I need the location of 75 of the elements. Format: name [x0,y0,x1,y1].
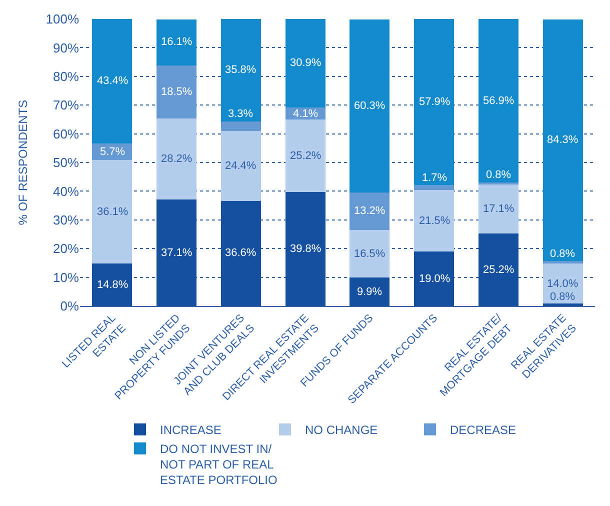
legend-label: NO CHANGE [305,423,378,438]
data-label: 16.1% [161,36,192,48]
bar [414,190,454,252]
data-label: 43.4% [97,75,128,87]
data-label: 37.1% [161,247,192,259]
bar [414,251,454,306]
data-label: 18.5% [161,86,192,98]
data-label: 19.0% [419,273,450,285]
y-tick-label: 90% [52,40,80,56]
data-label: 0.8% [486,169,512,181]
legend-label: DO NOT INVEST IN/ NOT PART OF REAL ESTATE PORTFOLIO [160,442,278,488]
bar [220,130,261,201]
y-tick-label: 80% [52,68,80,84]
bar [220,200,261,306]
bar [542,261,583,264]
bar [350,230,390,278]
y-tick-label: 70% [52,98,80,113]
data-label: 24.4% [225,160,256,172]
y-tick-label: 60% [52,126,80,142]
data-label: 14.8% [97,279,128,291]
data-label: 25.2% [290,150,322,162]
data-label: 0.8% [550,291,576,303]
y-tick-label: 40% [52,184,80,199]
data-label: 57.9% [419,96,450,108]
bar [350,192,390,230]
data-label: 14.0% [547,278,578,290]
data-label: 1.7% [422,172,448,184]
bar [350,19,390,192]
data-label: 21.5% [419,215,450,227]
y-tick-label: 100% [46,12,80,27]
bar [478,234,518,306]
data-label: 16.5% [354,248,386,260]
data-label: 4.1% [293,108,318,120]
y-tick-label: 50% [52,155,80,170]
bar [285,19,326,108]
bar [220,19,261,122]
data-label: 9.9% [357,286,382,298]
y-tick-label: 20% [52,241,80,256]
y-axis-title: % OF RESPONDENTS [16,100,30,226]
data-label: 60.3% [354,100,386,112]
bar [478,184,518,234]
data-label: 3.3% [228,108,254,120]
data-label: 39.8% [290,243,322,255]
bar [156,118,197,200]
data-label: 25.2% [483,264,514,276]
bar [350,278,390,306]
data-label: 35.8% [225,64,256,76]
data-label: 17.1% [483,203,514,215]
legend-label: INCREASE [160,423,222,438]
bar [156,65,197,119]
data-label: 13.2% [354,205,386,217]
bar [478,19,518,182]
bar [414,184,454,190]
bar [414,19,454,185]
bar [92,160,132,264]
bar [92,19,132,144]
bar [156,200,197,306]
bar [285,192,326,306]
y-tick-label: 30% [52,212,80,228]
legend-label: DECREASE [450,423,516,438]
bar [92,264,132,306]
bar [156,19,197,66]
data-label: 0.8% [550,248,576,260]
data-label: 36.6% [225,247,256,259]
y-tick-label: 0% [60,298,80,314]
data-label: 30.9% [290,57,322,69]
y-tick-label: 10% [52,270,80,285]
bar [220,121,261,131]
data-label: 36.1% [97,206,128,218]
data-label: 56.9% [483,95,514,107]
data-label: 5.7% [100,146,126,158]
data-label: 84.3% [547,134,578,146]
data-label: 28.2% [161,153,192,165]
bar [285,119,326,192]
bar [542,19,583,262]
